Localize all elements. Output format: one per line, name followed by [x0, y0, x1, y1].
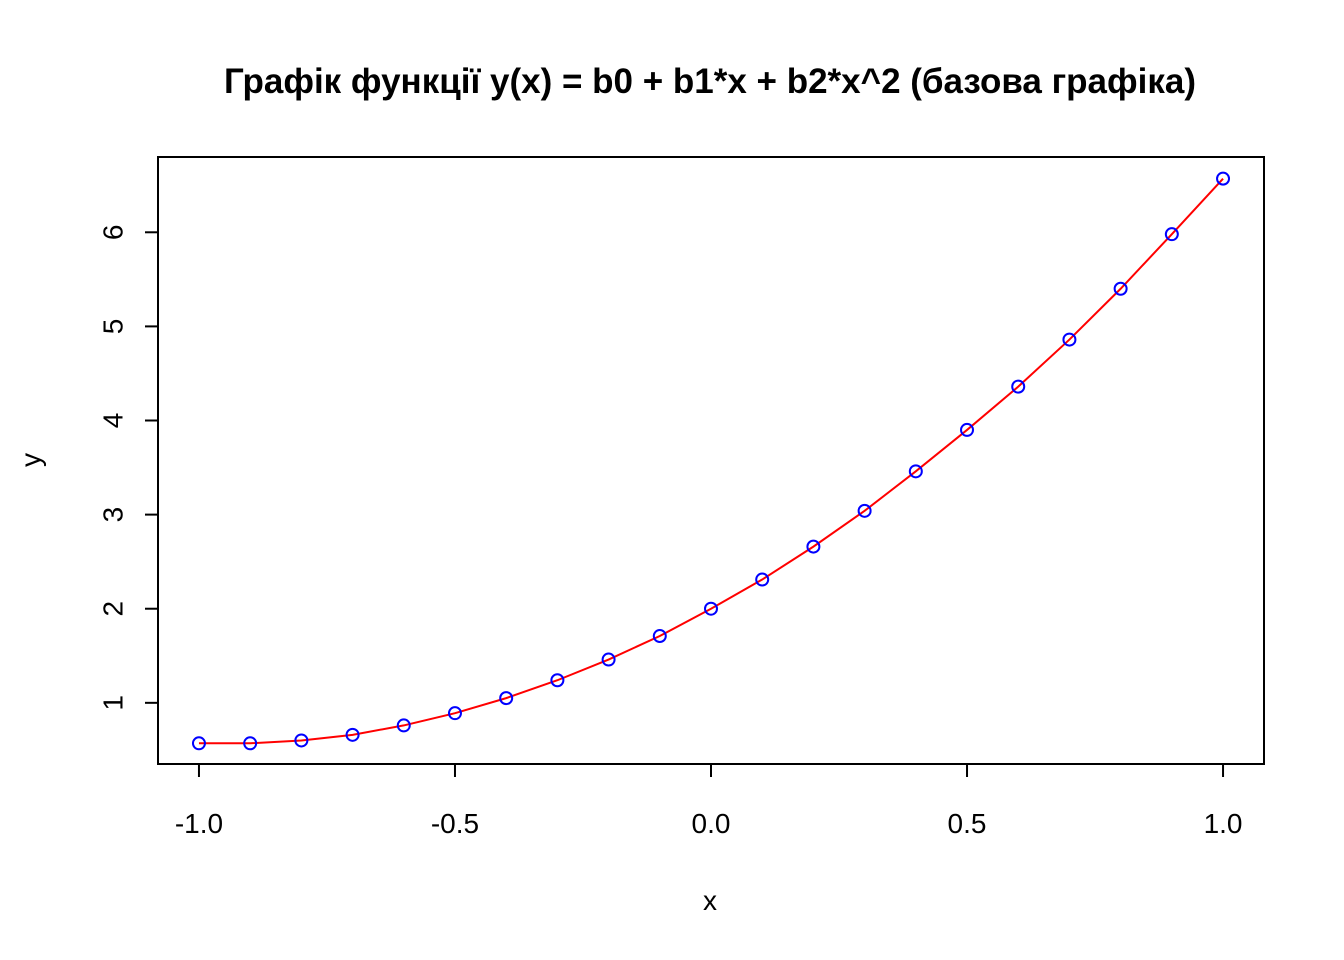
- data-point: [960, 422, 975, 437]
- data-point: [447, 706, 462, 721]
- y-tick-label: 4: [98, 413, 129, 429]
- y-tick-label: 5: [98, 319, 129, 335]
- data-point: [704, 601, 718, 616]
- x-axis: -1.0 -0.5 0.0 0.5 1.0: [175, 763, 1243, 839]
- x-tick-label: 1.0: [1204, 808, 1243, 839]
- y-axis: 1 2 3 4 5 6: [98, 224, 159, 711]
- x-axis-label: x: [703, 885, 717, 916]
- y-axis-label: y: [15, 453, 46, 467]
- data-point: [294, 733, 309, 748]
- data-point: [755, 572, 770, 587]
- data-point: [601, 652, 616, 667]
- data-point: [1062, 332, 1077, 347]
- plot-frame: [157, 156, 1265, 765]
- x-tick-label: -1.0: [175, 808, 223, 839]
- data-point: [1113, 281, 1128, 296]
- y-tick-label: 6: [98, 224, 129, 240]
- data-point: [345, 727, 360, 742]
- series-line: [198, 177, 1224, 745]
- data-point: [499, 691, 514, 706]
- x-tick-label: 0.5: [948, 808, 987, 839]
- data-point: [191, 736, 206, 751]
- data-point: [243, 736, 258, 751]
- series-layer: [191, 171, 1231, 751]
- data-point: [396, 718, 411, 733]
- y-tick-label: 2: [98, 601, 129, 617]
- data-point: [1164, 227, 1179, 242]
- data-point: [806, 539, 821, 554]
- y-tick-label: 3: [98, 507, 129, 523]
- data-point: [652, 629, 667, 644]
- y-tick-label: 1: [98, 695, 129, 711]
- data-point: [1011, 379, 1026, 394]
- x-tick-label: 0.0: [692, 808, 731, 839]
- data-point: [857, 503, 872, 518]
- chart-title: Графік функції y(x) = b0 + b1*x + b2*x^2…: [224, 62, 1196, 101]
- data-point: [550, 673, 565, 688]
- data-point: [908, 464, 923, 479]
- data-point: [1216, 171, 1231, 186]
- x-tick-label: -0.5: [431, 808, 479, 839]
